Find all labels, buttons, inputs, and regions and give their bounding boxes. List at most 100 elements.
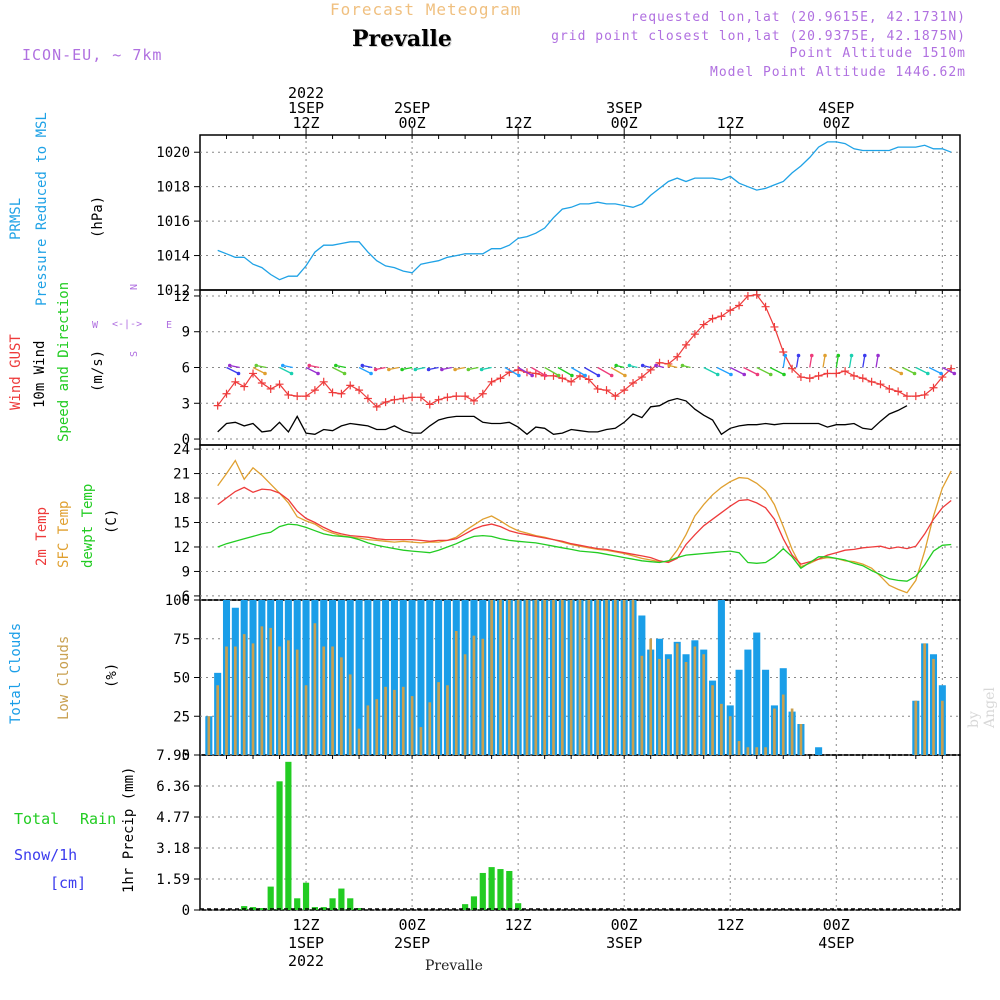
low-cloud-bar (260, 626, 264, 755)
precip-tick-label: 4.77 (156, 810, 190, 826)
wind-arrow-head (926, 371, 930, 376)
low-cloud-bar (216, 685, 219, 755)
chart-product-title: Forecast Meteogram (330, 0, 522, 19)
low-cloud-bar (534, 600, 538, 755)
wind-arrow-head (466, 367, 471, 372)
wind-arrow (862, 355, 866, 368)
pressure-tick-label: 1018 (156, 180, 190, 196)
total-cloud-bar (744, 649, 752, 755)
model-name: ICON-EU, ~ 7km (22, 46, 163, 64)
wind-arrow-head (453, 367, 457, 372)
low-cloud-bar (587, 600, 591, 755)
gust-marker (249, 369, 258, 378)
gust-marker (496, 374, 505, 383)
low-cloud-bar (755, 747, 759, 755)
low-cloud-bar (525, 600, 529, 755)
wind-arrow-head (614, 363, 618, 368)
pressure-tick-label: 1014 (156, 249, 190, 265)
low-cloud-bar (711, 685, 714, 755)
wind-arrow-head (755, 372, 760, 377)
point-altitude: Point Altitude 1510m (789, 46, 966, 61)
gust-marker (302, 392, 311, 401)
total-cloud-bar (435, 600, 443, 755)
wind-arrow-head (609, 373, 614, 378)
wind-arrow-head (583, 373, 587, 378)
low-cloud-bar (631, 600, 635, 755)
low-cloud-bar (790, 708, 794, 755)
rain-bar (488, 867, 495, 910)
temp-tick-label: 21 (173, 467, 190, 483)
bottom-time-label: 1SEP (288, 934, 324, 952)
clouds-tick-label: 25 (173, 709, 190, 725)
low-cloud-bar (463, 654, 467, 755)
wind-line (217, 397, 908, 436)
precip-tick-label: 3.18 (156, 841, 190, 857)
wind-arrow (915, 366, 929, 375)
wind-arrow (928, 366, 942, 375)
rain-bar (355, 908, 363, 910)
gust-marker (637, 373, 646, 382)
gust-marker (284, 390, 293, 399)
low-cloud-bar (472, 635, 476, 755)
wind-arrow (782, 355, 786, 368)
gust-marker (222, 389, 231, 398)
wind-arrow-head (640, 363, 645, 368)
gust-marker (593, 384, 602, 393)
total-cloud-bar (753, 632, 761, 755)
low-cloud-bar (401, 686, 405, 755)
pressure-tick-label: 1012 (156, 283, 190, 299)
low-cloud-bar (569, 600, 573, 755)
clouds-tick-label: 50 (173, 671, 190, 687)
total-cloud-bar (717, 600, 725, 755)
low-cloud-bar (781, 694, 785, 755)
gust-marker (788, 364, 797, 373)
rain-bar (249, 907, 257, 910)
low-cloud-bar (428, 702, 432, 755)
total-cloud-bar (373, 600, 381, 755)
wind-arrow-head (369, 371, 373, 376)
gust-marker (266, 384, 275, 393)
low-cloud-bar (340, 657, 343, 755)
gust-marker (399, 394, 408, 403)
gust-marker (717, 312, 726, 321)
low-cloud-bar (693, 646, 697, 755)
wind-arrow (743, 366, 758, 376)
wind-arrow-head (280, 363, 285, 368)
total-cloud-bar (426, 600, 434, 755)
gust-marker (823, 369, 832, 378)
total-cloud-bar (408, 600, 416, 755)
wind-arrow-head (479, 367, 484, 372)
gust-marker (531, 369, 540, 378)
total-cloud-bar (443, 600, 451, 755)
gust-marker (363, 394, 372, 403)
wind-tick-label: 6 (182, 361, 190, 377)
wind-arrow (729, 366, 745, 376)
low-cloud-bar (348, 674, 352, 755)
grid-point: grid point closest lon,lat (20.9375E, 42… (551, 29, 966, 44)
wind-arrow (809, 355, 813, 368)
gust-marker (381, 398, 390, 407)
wind-arrow (531, 366, 546, 377)
rain-bar (320, 907, 327, 910)
wind-arrow-head (517, 373, 521, 378)
wind-arrow-head (316, 371, 320, 376)
low-cloud-bar (454, 631, 458, 755)
gust-line (217, 294, 952, 408)
low-cloud-bar (313, 623, 317, 755)
model-point-altitude: Model Point Altitude 1446.62m (710, 65, 966, 80)
gust-marker (849, 371, 858, 380)
wind-arrow-head (334, 363, 338, 368)
rain-bar (462, 904, 469, 910)
gust-marker (682, 340, 691, 349)
wind-arrow (597, 366, 612, 377)
low-cloud-bar (596, 600, 599, 755)
wind-arrow-head (849, 353, 854, 358)
top-time-label: 12Z (505, 114, 532, 132)
rain-bar (506, 871, 513, 910)
low-cloud-bar (923, 643, 926, 755)
wind-arrow-head (783, 353, 788, 358)
low-cloud-bar (490, 600, 493, 755)
gust-marker (761, 302, 770, 311)
low-cloud-bar (419, 727, 423, 755)
low-cloud-bar (728, 716, 732, 755)
